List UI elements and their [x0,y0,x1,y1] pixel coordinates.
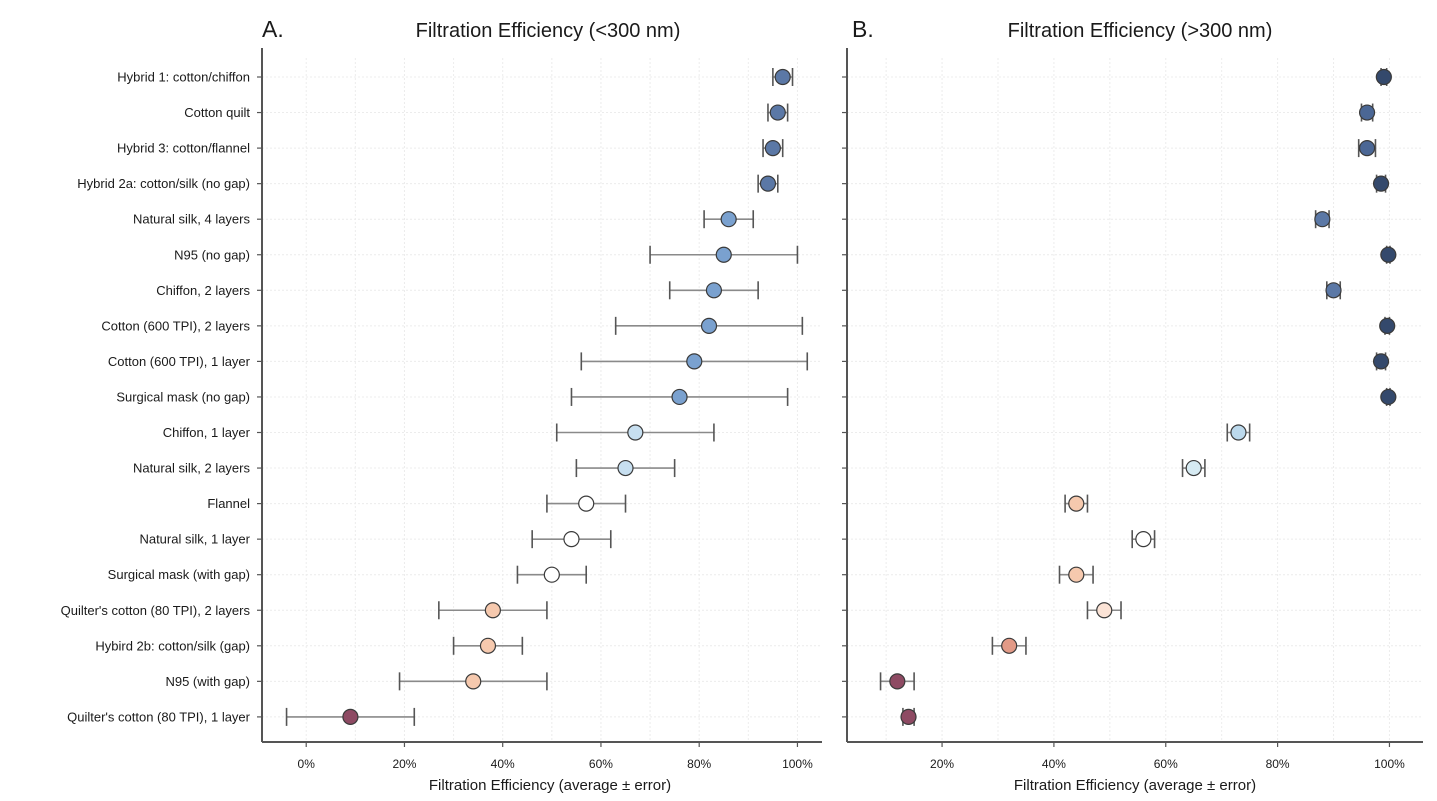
data-point [465,673,482,690]
category-label: Cotton (600 TPI), 1 layer [108,354,251,369]
data-point [1358,140,1376,157]
data-point [1230,424,1247,441]
data-point [1379,317,1396,334]
panel-title: Filtration Efficiency (<300 nm) [416,20,681,42]
data-point [1372,175,1390,192]
data-point [1375,68,1392,86]
data-point [1068,566,1085,583]
data-point [720,211,737,228]
data-point [769,104,786,121]
data-point [686,353,703,370]
category-label: Hybrid 1: cotton/chiffon [117,70,250,85]
data-point [617,459,634,477]
category-label: Natural silk, 1 layer [139,532,250,547]
x-axis-title: Filtration Efficiency (average ± error) [429,777,671,794]
panel-letter: B. [852,16,874,42]
data-point [1372,353,1390,370]
category-label: Chiffon, 1 layer [163,425,251,440]
data-point [1068,495,1085,512]
x-axis-title: Filtration Efficiency (average ± error) [1014,777,1256,794]
category-label: Cotton quilt [184,105,250,120]
data-point [764,140,781,157]
data-point [715,246,732,263]
panel-title: Filtration Efficiency (>300 nm) [1008,20,1273,42]
panel-letter: A. [262,16,284,42]
category-label: Quilter's cotton (80 TPI), 1 layer [67,709,251,724]
data-point [1358,104,1376,121]
data-point [1380,246,1397,263]
data-point [889,673,906,690]
data-point [671,388,688,406]
x-tick-label: 20% [930,757,954,771]
x-tick-label: 80% [1266,757,1290,771]
data-point [1096,602,1113,619]
data-point [479,637,497,654]
category-label: N95 (with gap) [165,674,250,689]
category-label: Surgical mask (no gap) [116,389,250,404]
x-tick-label: 40% [1042,757,1066,771]
data-point [1135,531,1152,548]
plot-area [847,58,1423,742]
x-tick-label: 40% [491,757,515,771]
data-point [1314,211,1331,228]
data-point [705,282,723,299]
x-tick-label: 80% [687,757,711,771]
category-label: Surgical mask (with gap) [108,567,250,582]
x-tick-label: 100% [782,757,813,771]
data-point [578,495,595,512]
data-point [900,708,917,726]
data-point [627,424,644,441]
category-label: Hybrid 2a: cotton/silk (no gap) [77,176,250,191]
category-label: Cotton (600 TPI), 2 layers [101,318,250,333]
x-tick-label: 20% [392,757,416,771]
category-label: Hybird 2b: cotton/silk (gap) [95,638,250,653]
data-point [774,68,791,86]
panel-a: 0% 20% 40% 60% 80% 100% Hybrid 1: cotton/chiff… [61,16,822,794]
category-label: Quilter's cotton (80 TPI), 2 layers [61,603,251,618]
x-tick-label: 0% [298,757,316,771]
category-label: Flannel [207,496,250,511]
data-point [1001,637,1018,654]
category-label: Chiffon, 2 layers [156,283,250,298]
category-label: N95 (no gap) [174,247,250,262]
x-tick-label: 100% [1374,757,1405,771]
x-tick-label: 60% [589,757,613,771]
data-point [1325,282,1342,299]
data-point [543,566,560,583]
x-tick-label: 60% [1154,757,1178,771]
data-point [700,317,718,334]
plot-area [262,58,822,742]
data-point [1380,388,1397,406]
data-point [342,708,359,726]
category-label: Natural silk, 2 layers [133,461,251,476]
data-point [563,531,580,548]
category-label: Natural silk, 4 layers [133,212,251,227]
data-point [759,175,777,192]
data-point [484,602,501,619]
category-label: Hybrid 3: cotton/flannel [117,141,250,156]
panel-b: 20% 40% 60% 80% 100% B. Filtration Efficiency … [842,16,1423,794]
data-point [1185,459,1202,477]
